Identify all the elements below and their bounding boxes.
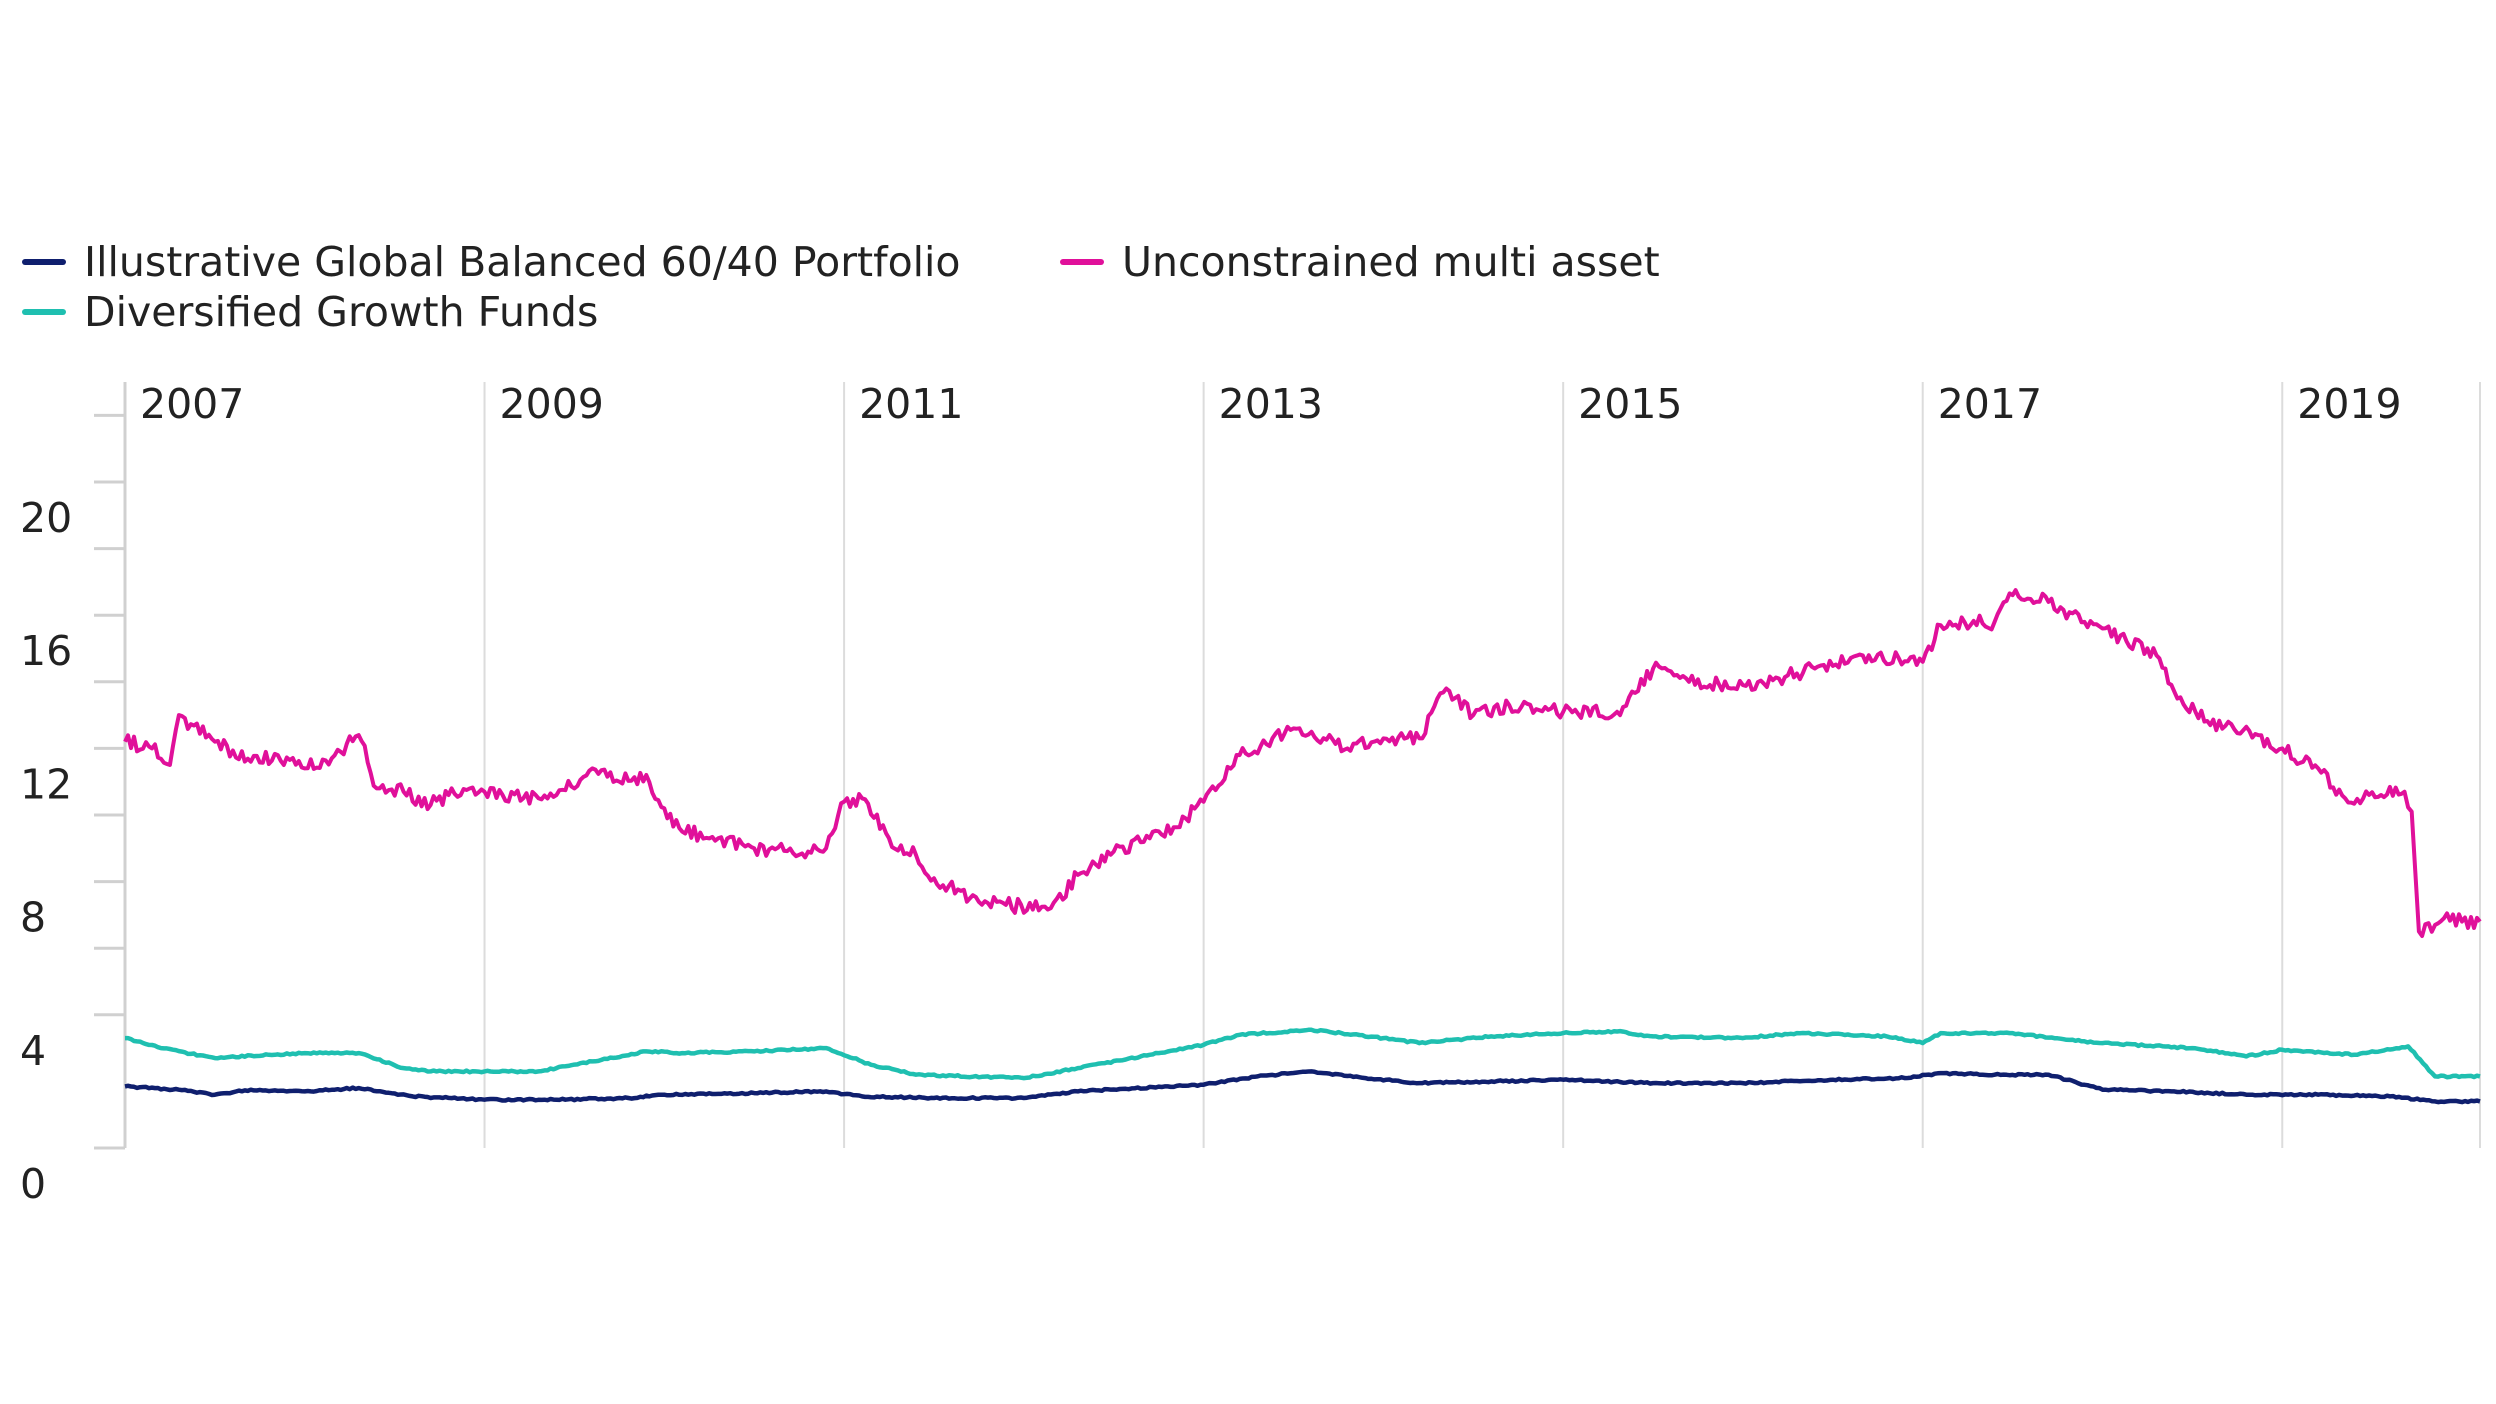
y-tick-label-12: 12 [20,760,72,808]
legend-label-diversified-growth-funds: Diversified Growth Funds [84,288,599,336]
x-tick-label-2015: 2015 [1578,380,1682,428]
legend-label-unconstrained-multi-asset: Unconstrained multi asset [1122,238,1660,286]
series-lines [123,588,2482,1105]
legend-swatch-balanced-portfolio [22,259,66,265]
x-tick-label-2011: 2011 [859,380,963,428]
x-tick-label-2007: 2007 [140,380,244,428]
y-tick-label-4: 4 [20,1027,46,1075]
x-tick-label-2013: 2013 [1219,380,1323,428]
series-diversified-growth-funds-line [125,1027,2481,1081]
y-tick-label-16: 16 [20,627,72,675]
legend-item-unconstrained-multi-asset[interactable]: Unconstrained multi asset [1060,236,1660,288]
legend-item-balanced-portfolio[interactable]: Illustrative Global Balanced 60/40 Portf… [22,236,961,288]
series-unconstrained-multi-asset-line [123,588,2482,938]
y-axis-ticks: 0 4 8 12 16 20 [20,413,125,1208]
legend: Illustrative Global Balanced 60/40 Portf… [22,236,1822,346]
legend-swatch-diversified-growth-funds [22,309,66,315]
x-tick-label-2017: 2017 [1938,380,2042,428]
legend-label-balanced-portfolio: Illustrative Global Balanced 60/40 Portf… [84,238,961,286]
y-tick-label-0: 0 [20,1160,46,1208]
x-tick-label-2009: 2009 [500,380,604,428]
series-balanced-portfolio-line [124,1069,2481,1105]
gridlines [483,382,2481,1148]
legend-swatch-unconstrained-multi-asset [1060,259,1104,265]
x-axis-ticks: 2007 2009 2011 2013 2015 2017 2019 [140,380,2402,428]
y-tick-label-8: 8 [20,894,46,942]
legend-item-diversified-growth-funds[interactable]: Diversified Growth Funds [22,286,598,338]
y-tick-label-20: 20 [20,494,72,542]
x-tick-label-2019: 2019 [2297,380,2401,428]
